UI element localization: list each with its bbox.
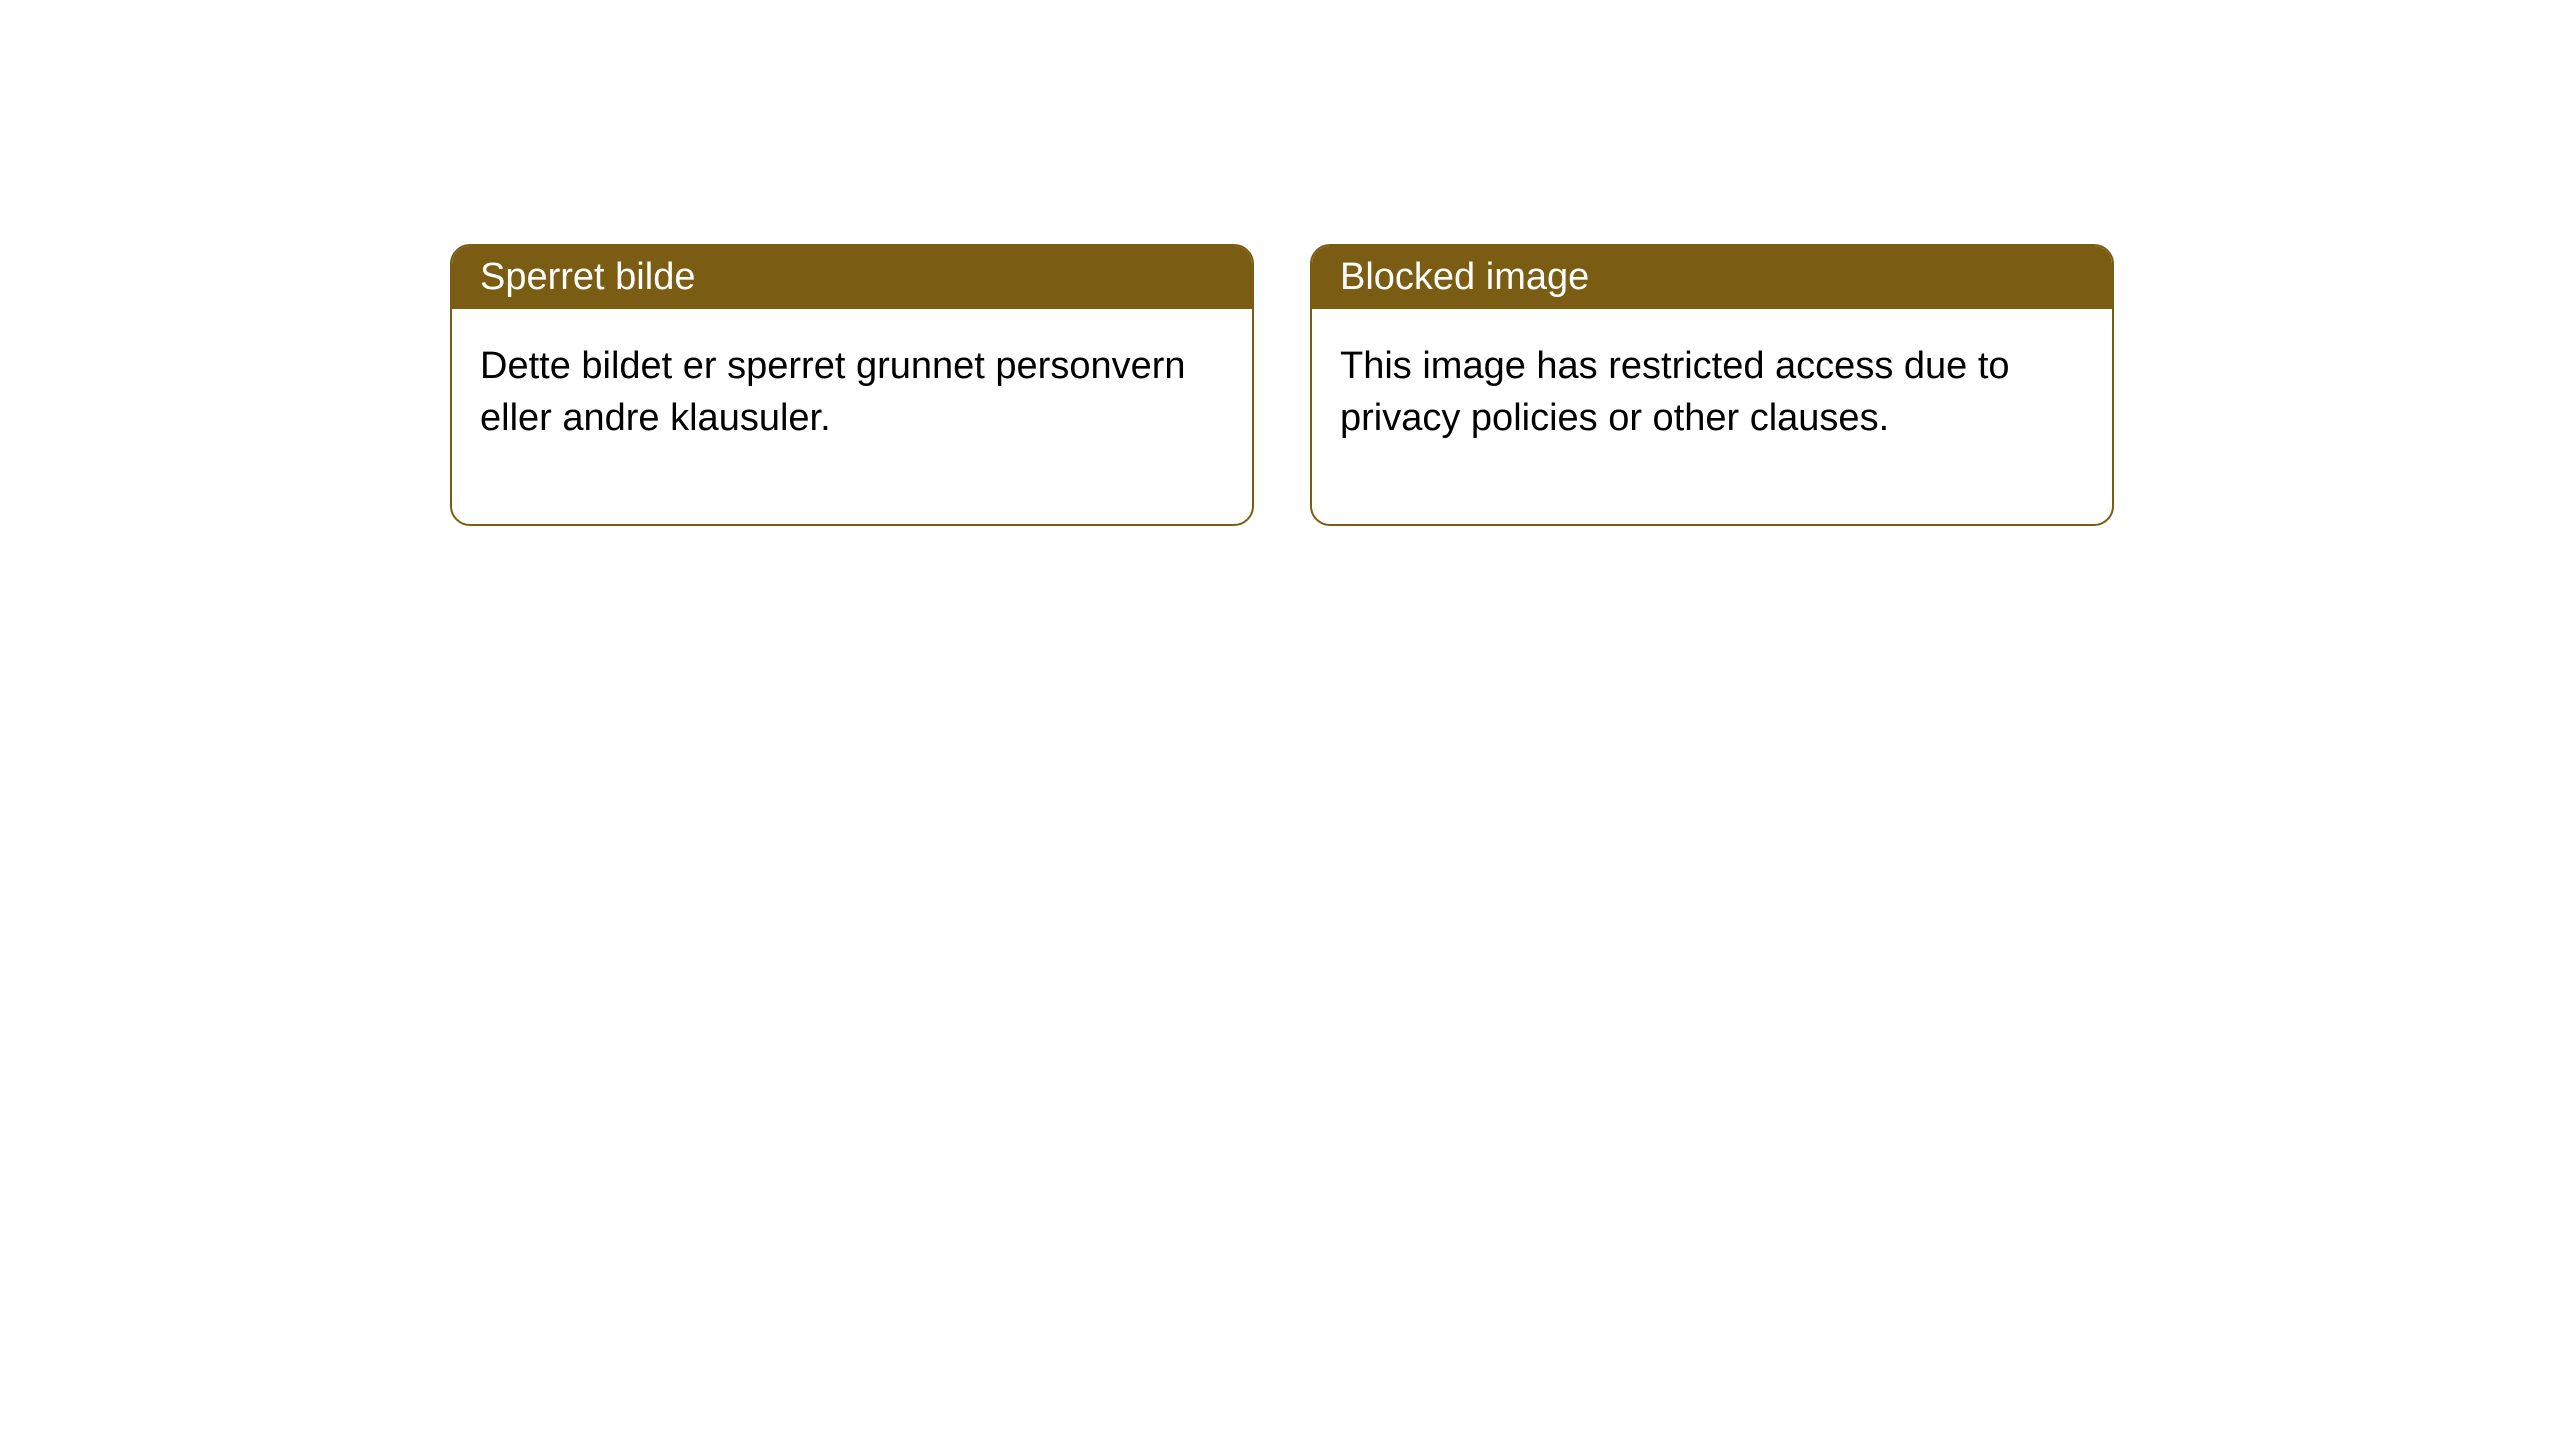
card-row: Sperret bilde Dette bildet er sperret gr…: [0, 0, 2560, 526]
card-body: This image has restricted access due to …: [1312, 309, 2112, 524]
card-header: Blocked image: [1312, 246, 2112, 309]
blocked-image-card-norwegian: Sperret bilde Dette bildet er sperret gr…: [450, 244, 1254, 526]
card-title: Sperret bilde: [480, 256, 695, 298]
card-body: Dette bildet er sperret grunnet personve…: [452, 309, 1252, 524]
card-title: Blocked image: [1340, 256, 1589, 298]
blocked-image-card-english: Blocked image This image has restricted …: [1310, 244, 2114, 526]
card-header: Sperret bilde: [452, 246, 1252, 309]
card-body-text: This image has restricted access due to …: [1340, 345, 2010, 439]
card-body-text: Dette bildet er sperret grunnet personve…: [480, 345, 1186, 439]
